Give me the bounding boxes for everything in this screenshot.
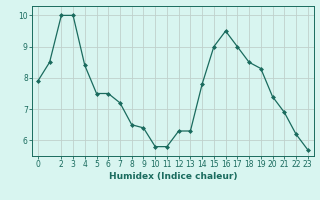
X-axis label: Humidex (Indice chaleur): Humidex (Indice chaleur) <box>108 172 237 181</box>
